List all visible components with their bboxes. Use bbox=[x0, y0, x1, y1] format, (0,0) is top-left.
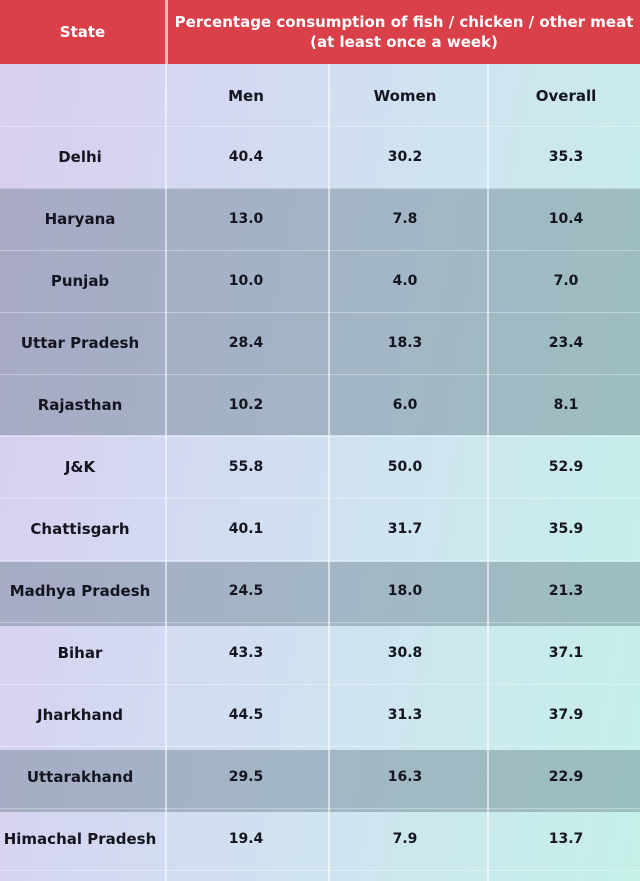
row-divider bbox=[0, 622, 640, 623]
value-women: 7.9 bbox=[392, 831, 418, 847]
row-divider bbox=[0, 684, 640, 685]
row-band bbox=[0, 188, 640, 435]
value-women: 30.2 bbox=[387, 149, 423, 165]
column-header-women: Women bbox=[373, 87, 437, 105]
value-men: 19.4 bbox=[228, 831, 264, 847]
state-name: Bihar bbox=[57, 644, 103, 662]
value-women: 18.0 bbox=[387, 583, 423, 599]
value-men: 10.2 bbox=[228, 397, 264, 413]
row-divider bbox=[0, 436, 640, 437]
value-men: 29.5 bbox=[228, 769, 264, 785]
value-women: 50.0 bbox=[387, 459, 423, 475]
row-divider bbox=[0, 250, 640, 251]
state-name: Uttar Pradesh bbox=[20, 334, 140, 352]
column-header-men: Men bbox=[228, 87, 264, 105]
value-women: 18.3 bbox=[387, 335, 423, 351]
value-women: 30.8 bbox=[387, 645, 423, 661]
column-divider bbox=[328, 64, 330, 881]
value-women: 16.3 bbox=[387, 769, 423, 785]
state-name: Himachal Pradesh bbox=[3, 830, 157, 848]
value-overall: 37.9 bbox=[548, 707, 584, 723]
value-men: 40.1 bbox=[228, 521, 264, 537]
row-band bbox=[0, 750, 640, 812]
state-name: J&K bbox=[64, 458, 96, 476]
row-divider bbox=[0, 808, 640, 809]
value-women: 4.0 bbox=[392, 273, 418, 289]
title-line-2: (at least once a week) bbox=[310, 33, 498, 51]
value-men: 24.5 bbox=[228, 583, 264, 599]
value-overall: 35.3 bbox=[548, 149, 584, 165]
value-overall: 10.4 bbox=[548, 211, 584, 227]
row-divider bbox=[0, 560, 640, 561]
table-title: Percentage consumption of fish / chicken… bbox=[168, 0, 640, 64]
value-overall: 35.9 bbox=[548, 521, 584, 537]
state-name: Punjab bbox=[50, 272, 110, 290]
row-divider bbox=[0, 374, 640, 375]
row-divider bbox=[0, 126, 640, 127]
value-men: 43.3 bbox=[228, 645, 264, 661]
value-overall: 37.1 bbox=[548, 645, 584, 661]
value-overall: 8.1 bbox=[553, 397, 579, 413]
value-women: 6.0 bbox=[392, 397, 418, 413]
value-women: 31.3 bbox=[387, 707, 423, 723]
state-name: Jharkhand bbox=[37, 706, 123, 724]
column-divider bbox=[487, 64, 489, 881]
row-divider bbox=[0, 498, 640, 499]
state-name: Delhi bbox=[58, 148, 102, 166]
value-women: 31.7 bbox=[387, 521, 423, 537]
column-divider bbox=[165, 64, 167, 881]
value-men: 40.4 bbox=[228, 149, 264, 165]
column-header-overall: Overall bbox=[535, 87, 597, 105]
state-name: Haryana bbox=[44, 210, 116, 228]
value-men: 13.0 bbox=[228, 211, 264, 227]
row-divider bbox=[0, 746, 640, 747]
value-overall: 22.9 bbox=[548, 769, 584, 785]
row-band bbox=[0, 562, 640, 626]
row-divider bbox=[0, 188, 640, 189]
row-divider bbox=[0, 870, 640, 871]
value-women: 7.8 bbox=[392, 211, 418, 227]
state-name: Uttarakhand bbox=[26, 768, 134, 786]
value-men: 28.4 bbox=[228, 335, 264, 351]
value-overall: 23.4 bbox=[548, 335, 584, 351]
row-divider bbox=[0, 312, 640, 313]
value-men: 55.8 bbox=[228, 459, 264, 475]
value-men: 10.0 bbox=[228, 273, 264, 289]
state-name: Chattisgarh bbox=[30, 520, 130, 538]
table-header: State Percentage consumption of fish / c… bbox=[0, 0, 640, 64]
value-overall: 52.9 bbox=[548, 459, 584, 475]
value-overall: 13.7 bbox=[548, 831, 584, 847]
state-name: Rajasthan bbox=[37, 396, 123, 414]
value-overall: 21.3 bbox=[548, 583, 584, 599]
header-divider bbox=[165, 0, 168, 64]
title-line-1: Percentage consumption of fish / chicken… bbox=[174, 13, 634, 31]
value-overall: 7.0 bbox=[553, 273, 579, 289]
state-name: Madhya Pradesh bbox=[9, 582, 151, 600]
state-column-header: State bbox=[59, 23, 106, 41]
value-men: 44.5 bbox=[228, 707, 264, 723]
